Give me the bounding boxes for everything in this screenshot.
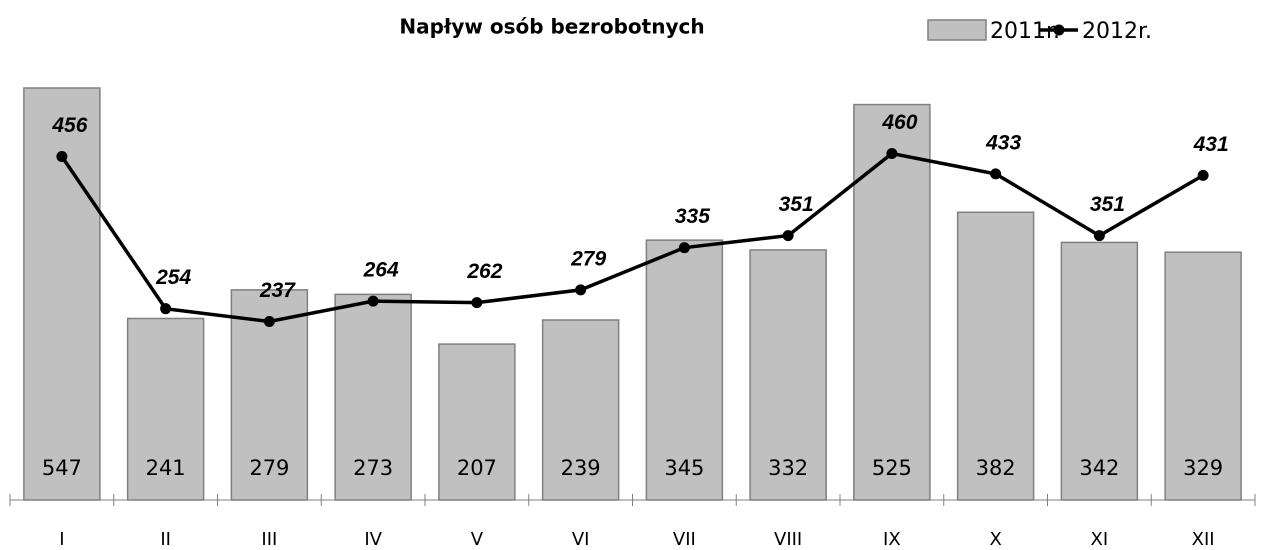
x-tick-label: X — [989, 529, 1001, 550]
chart-title: Napływ osób bezrobotnych — [399, 15, 704, 39]
bar-value-label: 239 — [561, 456, 601, 480]
bar — [645, 239, 724, 501]
bar-value-label: 382 — [976, 456, 1016, 480]
bar-value-label: 525 — [872, 456, 912, 480]
x-tick-label: XII — [1192, 529, 1215, 550]
bar — [541, 319, 620, 501]
bar — [334, 293, 412, 501]
line-value-label: 456 — [51, 114, 87, 137]
line-point — [56, 151, 68, 163]
legend-swatch — [1053, 24, 1065, 36]
line-point — [886, 148, 898, 160]
line-point — [471, 297, 483, 309]
line-value-label: 433 — [985, 131, 1021, 154]
line-value-label: 351 — [779, 193, 814, 216]
x-tick-label: V — [471, 529, 484, 550]
line-point — [678, 242, 690, 254]
line-point — [575, 284, 587, 296]
legend-swatch — [927, 19, 987, 41]
bar-value-label: 273 — [353, 456, 393, 480]
bar — [438, 343, 516, 501]
x-tick-label: III — [261, 529, 277, 550]
bar — [126, 317, 205, 501]
bar-value-label: 547 — [42, 456, 82, 480]
bar — [853, 103, 931, 501]
line-value-label: 279 — [570, 247, 606, 270]
bar — [23, 87, 101, 501]
bar-value-label: 332 — [768, 456, 808, 480]
bar-value-label: 329 — [1183, 456, 1223, 480]
x-tick-label: VIII — [774, 529, 802, 550]
line-value-label: 460 — [881, 111, 917, 134]
line-point — [1093, 230, 1105, 242]
x-tick-label: IX — [883, 529, 901, 550]
legend-label: 2012r. — [1082, 19, 1152, 44]
line-point — [367, 295, 379, 307]
bar-value-label: 345 — [664, 456, 704, 480]
x-tick-label: II — [160, 529, 171, 550]
bar — [1060, 241, 1139, 501]
line-point — [263, 315, 275, 327]
line — [60, 151, 1205, 324]
bar — [956, 211, 1035, 501]
line-value-label: 335 — [675, 205, 710, 228]
x-tick-label: IV — [364, 529, 382, 550]
line-value-label: 351 — [1090, 193, 1125, 216]
line-value-label: 237 — [259, 279, 296, 302]
x-tick-label: I — [59, 529, 64, 550]
x-tick-label: VII — [673, 529, 696, 550]
bar-value-label: 207 — [457, 456, 497, 480]
x-tick-label: XI — [1091, 529, 1109, 550]
line-point — [160, 303, 172, 315]
line-value-label: 264 — [363, 259, 399, 282]
line-point — [990, 168, 1002, 180]
bar — [1164, 251, 1242, 501]
line-point — [782, 230, 794, 242]
line-value-label: 254 — [155, 266, 191, 289]
bar-value-label: 279 — [249, 456, 289, 480]
bar — [749, 249, 827, 501]
bar-value-label: 342 — [1079, 456, 1119, 480]
line-value-label: 431 — [1193, 133, 1229, 156]
line-point — [1197, 169, 1209, 181]
bar-value-label: 241 — [146, 456, 186, 480]
x-tick-label: VI — [572, 529, 590, 550]
line-value-label: 262 — [466, 260, 502, 283]
